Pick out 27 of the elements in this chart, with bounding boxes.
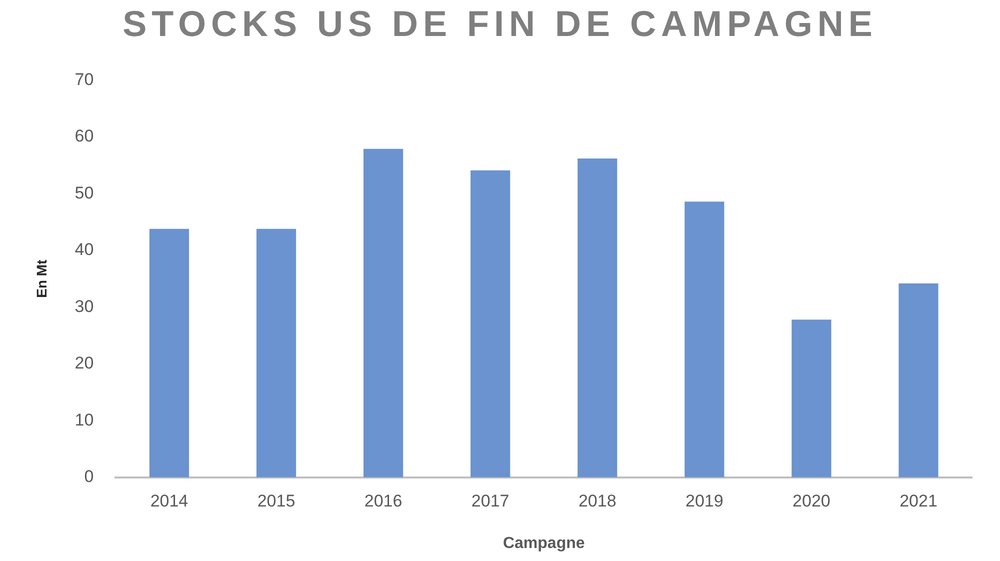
y-tick-label: 20 [74, 354, 94, 373]
x-tick-label: 2021 [900, 491, 938, 510]
y-tick-label: 70 [74, 70, 94, 89]
y-tick-label: 30 [74, 296, 94, 316]
x-tick-label: 2017 [471, 491, 510, 510]
bar [149, 228, 190, 478]
x-tick-label: 2020 [792, 491, 830, 510]
x-tick-label: 2016 [364, 491, 402, 510]
bar [256, 228, 296, 478]
y-tick-label: 10 [74, 410, 94, 430]
bar [898, 283, 938, 478]
bar [578, 158, 618, 478]
y-tick-label: 40 [74, 240, 94, 260]
chart-title: STOCKS US DE FIN DE CAMPAGNE [122, 3, 878, 44]
x-tick-label: 2019 [685, 491, 724, 510]
bar [364, 148, 404, 478]
y-tick-label: 0 [84, 467, 94, 486]
x-tick-label: 2018 [578, 491, 616, 510]
y-tick-label: 50 [74, 183, 94, 202]
bar [684, 202, 724, 478]
x-tick-label: 2015 [257, 491, 296, 510]
x-tick-label: 2014 [150, 491, 188, 510]
y-tick-label: 60 [74, 126, 94, 146]
y-axis-title: En Mt [33, 259, 50, 298]
bar [792, 320, 832, 478]
bar [470, 170, 510, 478]
x-axis-title: Campagne [502, 534, 585, 552]
